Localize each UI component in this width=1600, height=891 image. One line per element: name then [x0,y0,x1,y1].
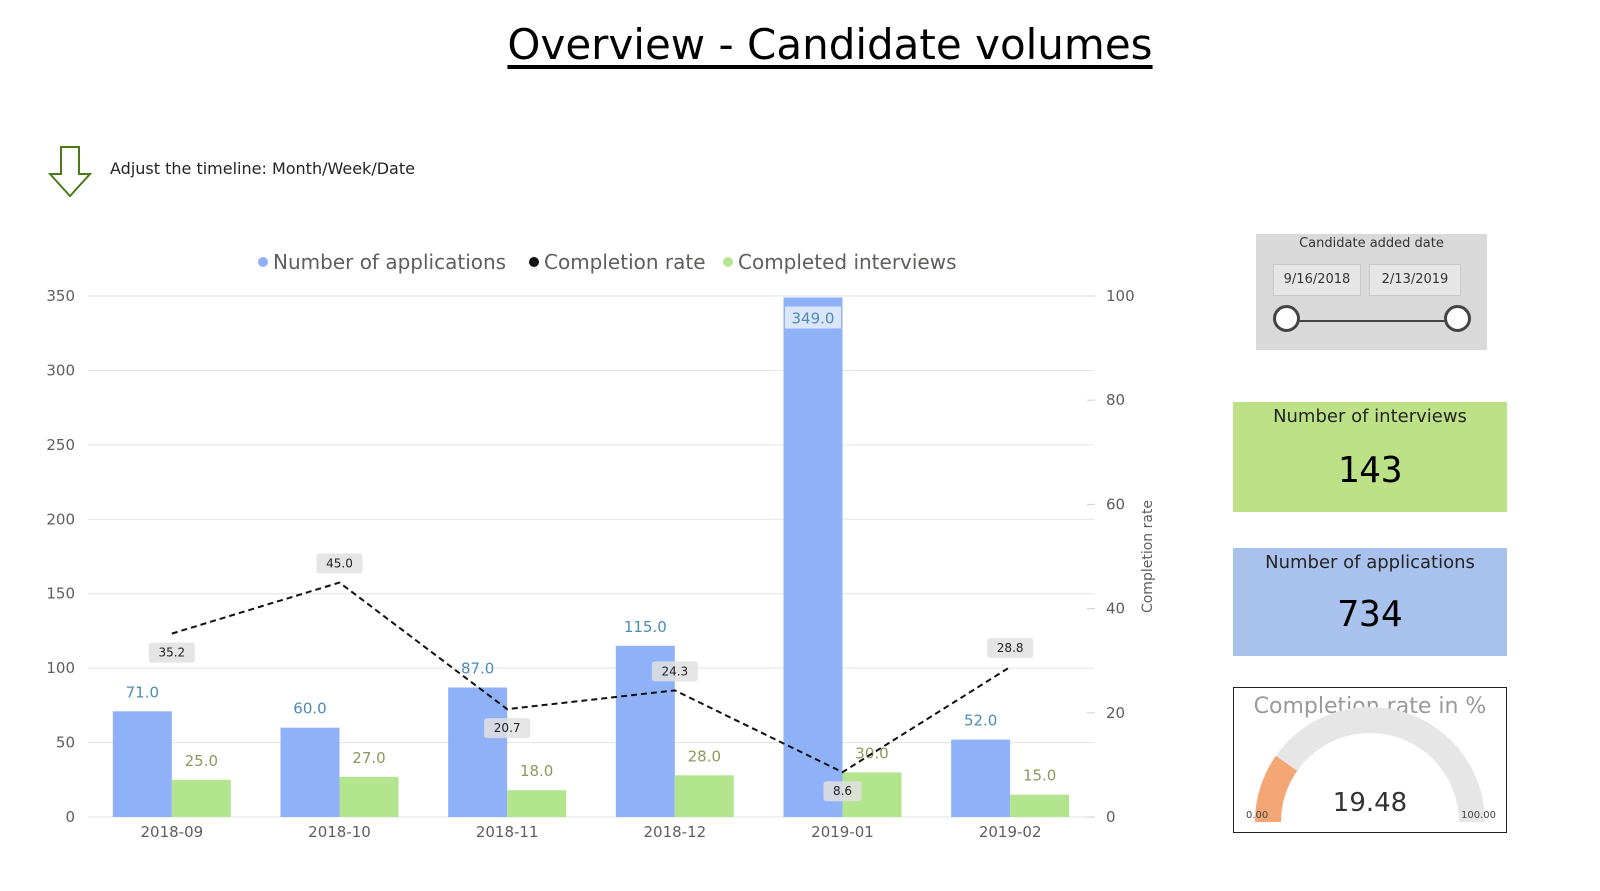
page-title: Overview - Candidate volumes [507,20,1153,69]
y2-tick-label: 40 [1106,600,1125,618]
slicer-end-handle[interactable] [1444,305,1471,332]
slicer-title: Candidate added date [1299,236,1444,251]
applications-card-label: Number of applications [1265,552,1475,573]
y-tick-label: 200 [46,510,75,528]
applications-card-value: 734 [1337,594,1403,635]
y2-tick-label: 60 [1106,495,1125,513]
bar-interviews [507,790,567,817]
y-tick-label: 300 [46,361,75,379]
bar-interviews [674,775,734,817]
gauge-max-label: 100.00 [1461,810,1496,821]
slicer-start-handle[interactable] [1273,305,1300,332]
completion-rate-gauge: Completion rate in % 19.48 0.00 100.00 [1233,687,1507,833]
legend-marker [529,257,539,267]
bar-interviews [339,776,399,817]
data-label-bg [316,553,363,574]
data-label-bg [484,718,531,739]
legend-label: Number of applications [273,250,506,274]
start-date-input[interactable]: 9/16/2018 [1273,264,1361,296]
bar-applications [951,739,1011,817]
gauge-min-label: 0.00 [1246,810,1269,821]
bar-applications [112,711,172,817]
data-label-interviews: 25.0 [185,752,218,770]
x-tick-label: 2018-09 [140,823,203,841]
gauge-fill [1255,755,1298,823]
data-label-bg [785,306,841,329]
legend-marker [723,257,733,267]
completion-rate-line [171,581,1011,774]
interviews-card: Number of interviews 143 [1233,402,1507,512]
interviews-card-label: Number of interviews [1273,406,1467,427]
legend-marker [258,257,268,267]
x-tick-label: 2019-02 [979,823,1042,841]
timeline-hint: Adjust the timeline: Month/Week/Date [110,159,415,178]
x-tick-label: 2018-11 [476,823,539,841]
bar-applications [280,727,340,817]
applications-card: Number of applications 734 [1233,548,1507,656]
slicer-track [1287,320,1458,322]
gauge-value: 19.48 [1332,788,1408,818]
bar-applications [448,687,508,817]
data-label-interviews: 15.0 [1023,767,1056,785]
data-label-completion-rate: 24.3 [661,664,688,678]
y-tick-label: 0 [65,808,75,826]
gauge-dial [1255,707,1485,823]
data-label-completion-rate: 28.8 [997,641,1024,655]
y-tick-label: 150 [46,585,75,603]
data-label-applications: 52.0 [964,712,997,730]
data-label-completion-rate: 20.7 [494,721,521,735]
data-label-applications: 115.0 [624,618,667,636]
data-label-completion-rate: 35.2 [158,646,185,660]
data-label-completion-rate: 8.6 [833,784,852,798]
bar-interviews [171,779,231,817]
data-label-interviews: 28.0 [688,747,721,765]
data-label-completion-rate: 45.0 [326,557,353,571]
down-arrow-icon [48,146,92,198]
bar-applications [783,297,843,817]
data-label-bg [987,637,1034,658]
data-label-applications: 71.0 [126,683,159,701]
data-label-bg [148,642,195,663]
data-label-interviews: 18.0 [520,762,553,780]
date-range-slicer[interactable]: Candidate added date 9/16/2018 2/13/2019 [1256,234,1487,350]
y-tick-label: 250 [46,436,75,454]
y-tick-label: 50 [56,734,75,752]
end-date-input[interactable]: 2/13/2019 [1369,264,1461,296]
data-label-interviews: 27.0 [352,749,385,767]
y2-tick-label: 20 [1106,704,1125,722]
y-tick-label: 100 [46,659,75,677]
legend-label: Completed interviews [738,250,957,274]
x-tick-label: 2018-10 [308,823,371,841]
legend-label: Completion rate [544,250,706,274]
x-tick-label: 2018-12 [643,823,706,841]
y2-axis-title: Completion rate [1140,500,1156,613]
interviews-card-value: 143 [1337,450,1403,491]
data-label-applications: 60.0 [293,700,326,718]
data-label-bg [823,781,862,802]
y2-tick-label: 100 [1106,287,1135,305]
combo-chart: 0 50 100 150 200 250 300 350 0 20 40 60 80 100 Complet… [46,250,1156,841]
y2-tick-label: 80 [1106,391,1125,409]
data-label-bg [651,661,698,682]
x-tick-label: 2019-01 [811,823,874,841]
y-tick-label: 350 [46,287,75,305]
data-label-applications: 87.0 [461,659,494,677]
bar-interviews [1010,794,1070,817]
data-label-applications: 349.0 [792,309,835,327]
y2-tick-label: 0 [1106,808,1116,826]
